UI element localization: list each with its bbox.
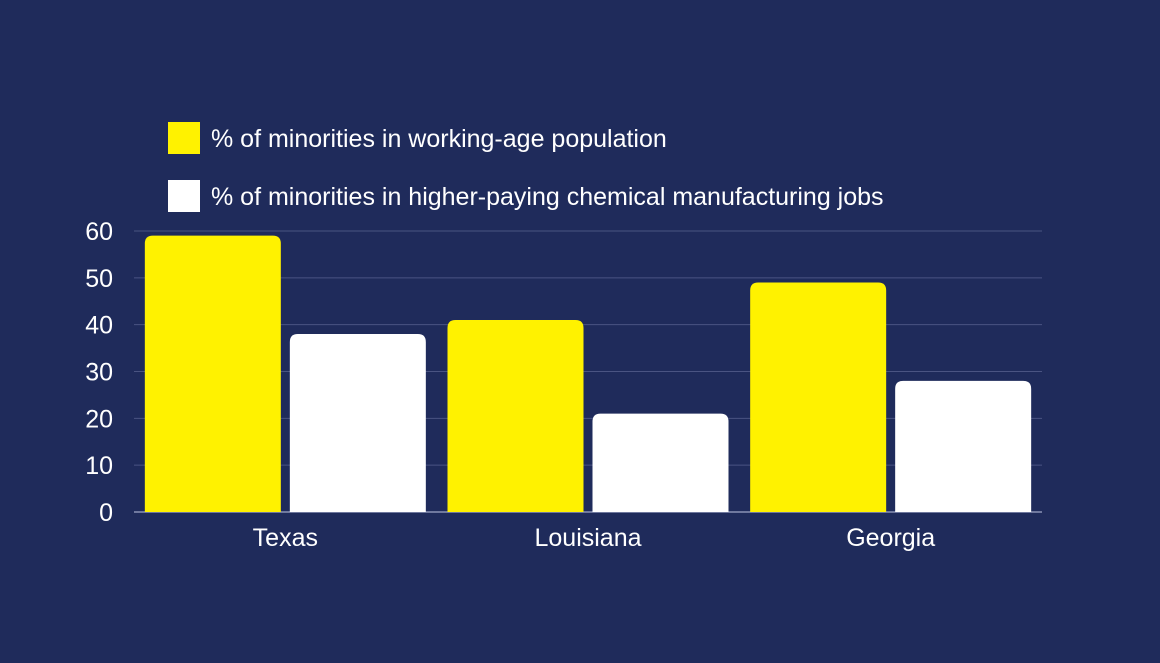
y-tick-label: 30	[85, 359, 113, 387]
x-axis-tick-labels: Texas Louisiana Georgia	[253, 524, 936, 552]
y-tick-label: 60	[85, 218, 113, 246]
legend-label: % of minorities in working-age populatio…	[211, 125, 667, 153]
bar-texas-series-2	[289, 334, 426, 512]
gridlines	[134, 230, 1042, 513]
y-tick-label: 10	[85, 452, 113, 480]
bar-georgia-series-2	[895, 380, 1032, 512]
bars	[144, 235, 1032, 512]
bar-louisiana-series-1	[447, 319, 584, 512]
legend: % of minorities in working-age populatio…	[168, 122, 884, 212]
bar-texas-series-1	[144, 235, 281, 512]
x-tick-label: Texas	[253, 524, 318, 552]
y-tick-label: 20	[85, 405, 113, 433]
legend-swatch	[168, 122, 200, 154]
legend-label: % of minorities in higher-paying chemica…	[211, 183, 884, 211]
x-tick-label: Louisiana	[534, 524, 641, 552]
y-tick-label: 50	[85, 265, 113, 293]
x-tick-label: Georgia	[846, 524, 935, 552]
bar-louisiana-series-2	[592, 413, 729, 512]
y-tick-label: 40	[85, 312, 113, 340]
y-tick-label: 0	[99, 499, 113, 527]
y-axis-tick-labels: 0 10 20 30 40 50 60	[85, 218, 113, 527]
legend-swatch	[168, 180, 200, 212]
bar-georgia-series-1	[750, 282, 887, 512]
